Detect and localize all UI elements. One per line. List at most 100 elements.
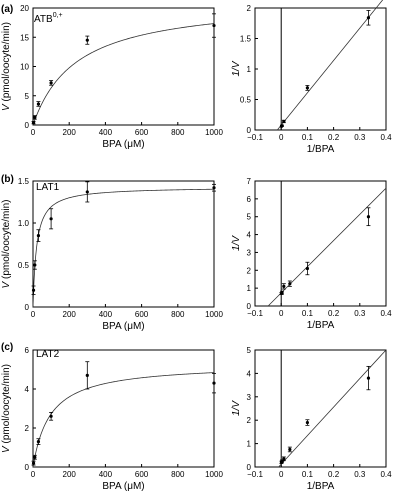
chart-6-point [288, 447, 292, 452]
chart-2-fit-line [276, 0, 384, 131]
chart-3-xtick-label: 400 [99, 310, 113, 319]
panel-a-name-sup: 0,+ [53, 12, 63, 19]
chart-4-ytick-label: 6 [247, 195, 252, 204]
panel-c-letter: (c) [1, 342, 13, 353]
chart-3-xtick-label: 1000 [205, 310, 223, 319]
panel-a-name-main: ATB [34, 14, 53, 25]
chart-4-ytick-label: 5 [247, 213, 252, 222]
chart-6-point [366, 376, 371, 380]
chart-6-xtick-label: −0.1 [247, 470, 263, 479]
panel-b-letter: (b) [1, 174, 14, 185]
chart-4-ytick-label: 2 [247, 266, 252, 275]
chart-4-point [282, 284, 286, 288]
chart-2-xtick-label: 0.4 [380, 133, 392, 142]
chart-3-fit-curve [32, 188, 215, 308]
chart-5-ytick-label: 2 [25, 424, 30, 433]
chart-3-xlabel: BPA (μM) [102, 321, 144, 332]
chart-2-xtick-label: −0.1 [247, 133, 263, 142]
panel-b-name: LAT1 [36, 182, 60, 193]
chart-1-ytick-label: 15 [20, 33, 29, 42]
chart-6-ytick-label: 5 [247, 346, 252, 355]
chart-3-xtick-label: 800 [171, 310, 185, 319]
chart-3-point [49, 217, 53, 221]
chart-3-ylabel-symbol: V [1, 280, 12, 288]
chart-2-xtick-label: 0.2 [328, 133, 340, 142]
chart-2-xlabel: 1/BPA [307, 144, 335, 155]
chart-1-xtick-label: 0 [31, 128, 36, 137]
chart-2-ytick-label: 2 [247, 4, 252, 13]
chart-6-ytick-label: 0 [247, 463, 252, 472]
chart-4-point [280, 291, 284, 295]
chart-2-ytick-label: 0 [247, 126, 252, 135]
chart-6-ytick-label: 2 [247, 416, 252, 425]
chart-1-ytick-label: 20 [20, 4, 29, 13]
chart-6-point [305, 420, 309, 425]
chart-3: 0 200 400 600 800 1000 0 0.5 1.0 1.5 BPA (μM) V (pm… [1, 177, 223, 332]
chart-1-point [49, 81, 53, 85]
chart-5-frame [32, 349, 215, 468]
chart-4-ytick-label: 7 [247, 177, 252, 186]
chart-2-point [366, 16, 371, 20]
chart-1-ytick-label: 10 [20, 63, 29, 72]
chart-4-ylabel: 1/V [231, 235, 242, 251]
chart-1-point [31, 121, 36, 125]
chart-2-xtick-label: 0.3 [354, 133, 366, 142]
chart-1-point [36, 102, 41, 106]
chart-5-xlabel: BPA (μM) [102, 481, 144, 492]
chart-5-ytick-label: 6 [25, 346, 30, 355]
chart-3-xtick-label: 0 [31, 310, 36, 319]
chart-5-ytick-label: 0 [25, 463, 30, 472]
chart-3-xtick-label: 200 [63, 310, 77, 319]
chart-4-xlabel: 1/BPA [307, 320, 335, 331]
chart-4-frame [254, 180, 387, 307]
chart-3-ylabel-unit: (pmol/oocyte/min) [1, 200, 12, 282]
chart-4-xtick-label: 0 [279, 309, 284, 318]
chart-1-ylabel-unit: (pmol/oocyte/min) [1, 22, 12, 104]
chart-2-xtick-label: 0 [279, 133, 284, 142]
chart-5-point [49, 414, 53, 418]
chart-1-xlabel: BPA (μM) [102, 139, 144, 150]
chart-5-point [212, 381, 216, 385]
chart-5-xtick-label: 400 [99, 470, 113, 479]
chart-5-ylabel-unit: (pmol/oocyte/min) [1, 364, 12, 446]
chart-4-ytick-label: 1 [247, 284, 252, 293]
chart-3-frame [32, 180, 215, 308]
chart-6-xtick-label: 0.2 [328, 470, 340, 479]
chart-2-ytick-label: 1.5 [240, 35, 252, 44]
chart-1-point [33, 115, 37, 119]
chart-3-point [85, 190, 89, 194]
chart-4-xtick-label: 0.3 [354, 309, 366, 318]
chart-3-ytick-label: 0 [25, 303, 30, 312]
chart-3-ylabel: V (pmol/oocyte/min) [1, 200, 12, 289]
chart-1-ytick-label: 0 [25, 121, 30, 130]
chart-6-point [282, 457, 286, 461]
chart-5-fit-curve [32, 372, 215, 468]
chart-2-ytick-label: 0.5 [240, 96, 252, 105]
chart-1-ylabel-symbol: V [1, 103, 12, 111]
chart-4-ytick-label: 4 [247, 231, 252, 240]
chart-1-fit-curve [32, 23, 215, 126]
chart-1-xtick-label: 400 [99, 128, 113, 137]
chart-3-point [31, 288, 36, 292]
chart-3-point [33, 263, 37, 267]
chart-3-point [36, 234, 41, 238]
chart-2-point [305, 86, 309, 90]
chart-3-ytick-label: 1.5 [18, 177, 30, 186]
chart-4-ytick-label: 0 [247, 302, 252, 311]
chart-6-xtick-label: 0.3 [354, 470, 366, 479]
chart-5-ylabel-symbol: V [1, 445, 12, 453]
chart-6-ylabel: 1/V [231, 400, 242, 416]
chart-5-xtick-label: 800 [171, 470, 185, 479]
chart-6-xtick-label: 0.4 [380, 470, 392, 479]
chart-6-frame [254, 349, 387, 468]
chart-1-xtick-label: 1000 [205, 128, 223, 137]
chart-2-point [280, 124, 284, 128]
chart-6-xtick-label: 0.1 [302, 470, 314, 479]
chart-1-ylabel: V (pmol/oocyte/min) [1, 22, 12, 111]
chart-6-fit-line [278, 349, 387, 468]
chart-1-ytick-label: 5 [25, 92, 30, 101]
